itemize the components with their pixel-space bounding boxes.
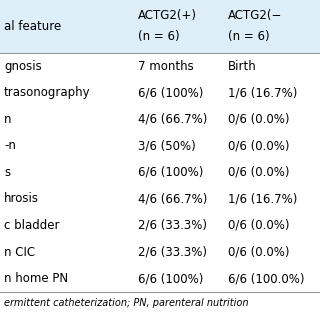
Text: ACTG2(+): ACTG2(+) [138, 9, 197, 22]
Text: 6/6 (100%): 6/6 (100%) [138, 86, 204, 99]
Text: 0/6 (0.0%): 0/6 (0.0%) [228, 166, 290, 179]
Text: 1/6 (16.7%): 1/6 (16.7%) [228, 192, 297, 205]
Text: n: n [4, 113, 12, 126]
Text: 2/6 (33.3%): 2/6 (33.3%) [138, 219, 207, 232]
Text: 6/6 (100.0%): 6/6 (100.0%) [228, 272, 305, 285]
Text: 6/6 (100%): 6/6 (100%) [138, 272, 204, 285]
Text: al feature: al feature [4, 20, 61, 33]
Text: 1/6 (16.7%): 1/6 (16.7%) [228, 86, 297, 99]
Text: 4/6 (66.7%): 4/6 (66.7%) [138, 192, 207, 205]
Text: 4/6 (66.7%): 4/6 (66.7%) [138, 113, 207, 126]
Text: 3/6 (50%): 3/6 (50%) [138, 139, 196, 152]
Bar [0, 0, 320, 53]
Text: 0/6 (0.0%): 0/6 (0.0%) [228, 113, 290, 126]
Text: 0/6 (0.0%): 0/6 (0.0%) [228, 219, 290, 232]
Text: gnosis: gnosis [4, 60, 42, 73]
Text: (n = 6): (n = 6) [228, 30, 270, 44]
Text: 2/6 (33.3%): 2/6 (33.3%) [138, 245, 207, 259]
Text: 0/6 (0.0%): 0/6 (0.0%) [228, 245, 290, 259]
Text: -n: -n [4, 139, 16, 152]
Text: c bladder: c bladder [4, 219, 60, 232]
Text: 6/6 (100%): 6/6 (100%) [138, 166, 204, 179]
Text: 0/6 (0.0%): 0/6 (0.0%) [228, 139, 290, 152]
Text: n home PN: n home PN [4, 272, 68, 285]
Text: n CIC: n CIC [4, 245, 35, 259]
Text: (n = 6): (n = 6) [138, 30, 180, 44]
Text: Birth: Birth [228, 60, 257, 73]
Text: hrosis: hrosis [4, 192, 39, 205]
Text: 7 months: 7 months [138, 60, 194, 73]
Text: trasonography: trasonography [4, 86, 91, 99]
Text: s: s [4, 166, 10, 179]
Text: ACTG2(−: ACTG2(− [228, 9, 282, 22]
Text: ermittent catheterization; PN, parenteral nutrition: ermittent catheterization; PN, parentera… [4, 298, 249, 308]
